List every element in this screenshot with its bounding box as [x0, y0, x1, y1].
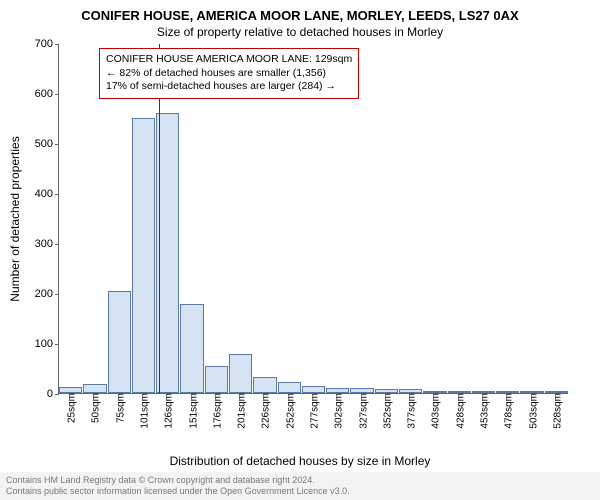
title-main: CONIFER HOUSE, AMERICA MOOR LANE, MORLEY… [0, 0, 600, 23]
bar [205, 366, 228, 394]
x-tick: 478sqm [502, 393, 515, 429]
footer: Contains HM Land Registry data © Crown c… [0, 472, 600, 500]
y-tick: 700 [19, 38, 59, 50]
x-tick: 277sqm [308, 393, 321, 429]
plot-area: CONIFER HOUSE AMERICA MOOR LANE: 129sqm … [58, 44, 568, 394]
x-tick: 126sqm [162, 393, 175, 429]
x-tick: 327sqm [356, 393, 369, 429]
bar [278, 382, 301, 393]
y-axis-label-wrap: Number of detached properties [2, 44, 18, 394]
x-tick: 252sqm [283, 393, 296, 429]
x-axis-label: Distribution of detached houses by size … [0, 454, 600, 468]
y-axis-label: Number of detached properties [8, 136, 22, 301]
bar [302, 386, 325, 394]
x-tick: 50sqm [89, 393, 102, 423]
chart-container: CONIFER HOUSE, AMERICA MOOR LANE, MORLEY… [0, 0, 600, 500]
y-tick: 0 [19, 388, 59, 400]
x-tick: 403sqm [429, 393, 442, 429]
annotation-line-1: CONIFER HOUSE AMERICA MOOR LANE: 129sqm [106, 53, 352, 67]
y-tick: 500 [19, 138, 59, 150]
bar [83, 384, 106, 393]
x-tick: 25sqm [65, 393, 78, 423]
annotation-box: CONIFER HOUSE AMERICA MOOR LANE: 129sqm … [99, 48, 359, 99]
y-tick: 300 [19, 238, 59, 250]
y-tick: 600 [19, 88, 59, 100]
x-tick: 503sqm [526, 393, 539, 429]
x-tick: 352sqm [380, 393, 393, 429]
x-tick: 428sqm [453, 393, 466, 429]
bar [132, 118, 155, 393]
footer-line-1: Contains HM Land Registry data © Crown c… [6, 475, 594, 486]
x-tick: 75sqm [113, 393, 126, 423]
x-tick: 453sqm [478, 393, 491, 429]
x-tick: 528sqm [550, 393, 563, 429]
x-tick: 226sqm [259, 393, 272, 429]
bar [229, 354, 252, 393]
bar [180, 304, 203, 393]
y-tick: 400 [19, 188, 59, 200]
x-tick: 377sqm [405, 393, 418, 429]
title-sub: Size of property relative to detached ho… [0, 23, 600, 43]
x-tick: 201sqm [235, 393, 248, 429]
bar [108, 291, 131, 394]
x-tick: 176sqm [210, 393, 223, 429]
bar [253, 377, 276, 393]
footer-line-2: Contains public sector information licen… [6, 486, 594, 497]
x-tick: 151sqm [186, 393, 199, 429]
y-tick: 100 [19, 338, 59, 350]
x-tick: 302sqm [332, 393, 345, 429]
annotation-line-3: 17% of semi-detached houses are larger (… [106, 80, 352, 94]
y-tick: 200 [19, 288, 59, 300]
x-tick: 101sqm [138, 393, 151, 429]
annotation-line-2: ← 82% of detached houses are smaller (1,… [106, 67, 352, 81]
